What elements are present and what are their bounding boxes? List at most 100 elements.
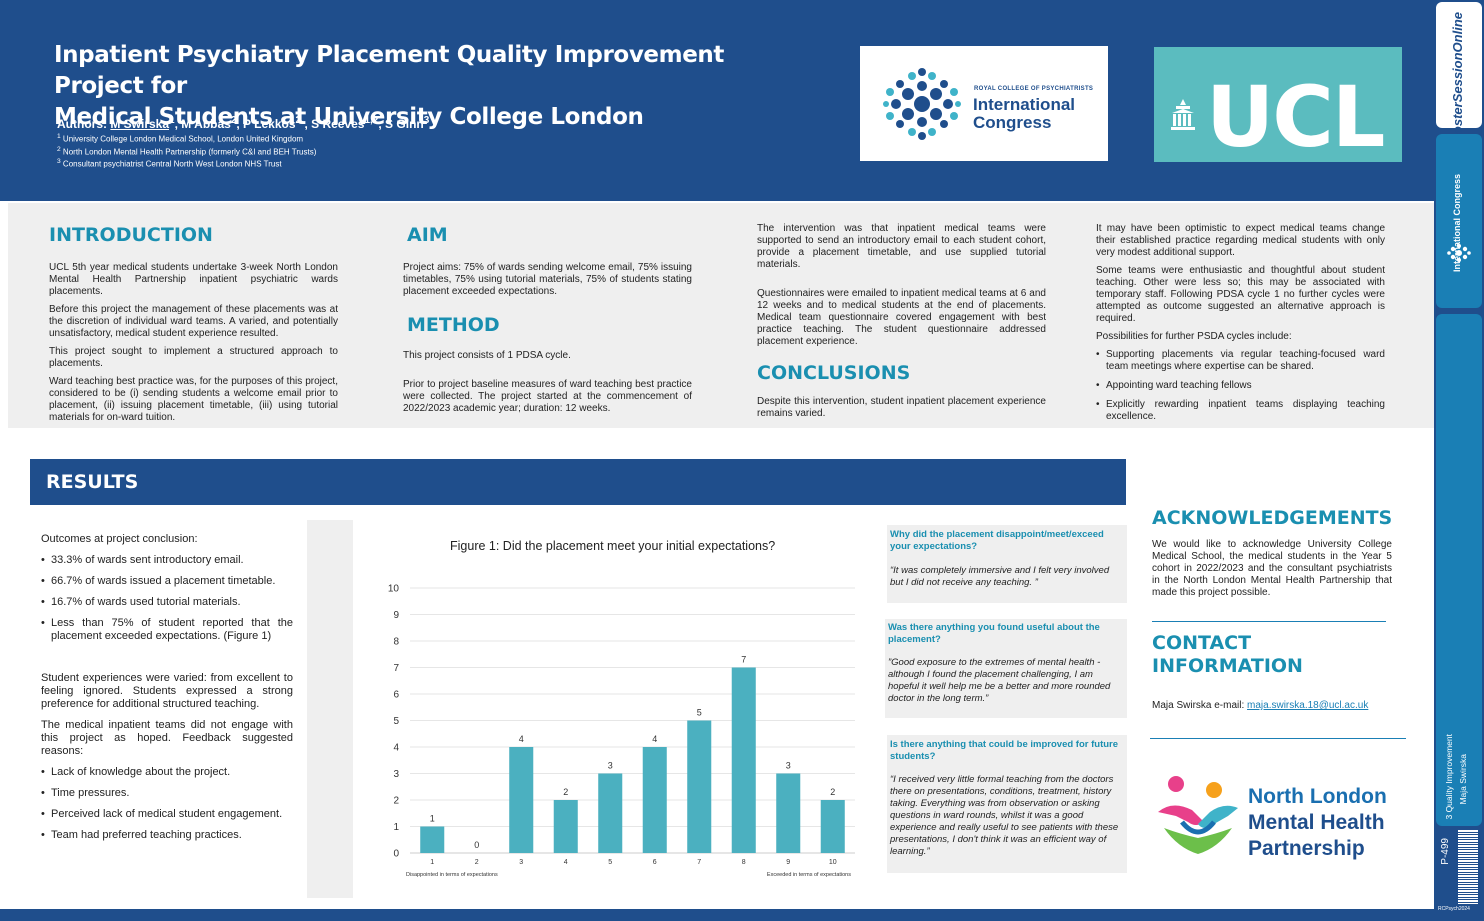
chart-bar: [820, 800, 845, 853]
list-item: 33.3% of wards sent introductory email.: [41, 554, 293, 567]
expectations-bar-chart: 012345678910110243243546577839210Disappo…: [388, 584, 855, 878]
side-code: RCPsych2024: [1438, 906, 1470, 912]
author-3: , P Lekkos: [236, 117, 296, 131]
authors-prefix: Authors:: [57, 117, 111, 131]
bar-value-label: 3: [786, 761, 791, 771]
x-tick-label: 6: [653, 859, 657, 866]
authors-line: Authors: M Swirska1, M Abbas2, P Lekkos2…: [57, 115, 429, 131]
discussion-body: It may have been optimistic to expect me…: [1096, 223, 1385, 430]
x-tick-label: 7: [697, 859, 701, 866]
quote-question: Is there anything that could be improved…: [890, 739, 1119, 762]
title-line-2: Medical Students at University College L…: [54, 104, 644, 130]
discussion-paragraph: Some teams were enthusiastic and thought…: [1096, 265, 1385, 324]
quote-box-3: Is there anything that could be improved…: [887, 735, 1127, 873]
acknowledgements-heading: ACKNOWLEDGEMENTS: [1152, 507, 1393, 529]
author-3-sup: 2: [295, 115, 302, 126]
y-tick-label: 6: [393, 690, 399, 701]
bar-value-label: 1: [430, 814, 435, 824]
quote-answer: “It was completely immersive and I felt …: [890, 565, 1110, 588]
poster-id: P-499: [1440, 838, 1451, 865]
rcpsych-congress-logo: ROYAL COLLEGE OF PSYCHIATRISTS Internati…: [860, 46, 1108, 161]
discussion-paragraph: Possibilities for further PSDA cycles in…: [1096, 331, 1292, 342]
bar-value-label: 4: [519, 734, 524, 744]
quote-box-1: Why did the placement disappoint/meet/ex…: [887, 525, 1127, 603]
results-heading: RESULTS: [46, 471, 139, 493]
contact-email-link[interactable]: maja.swirska.18@ucl.ac.uk: [1247, 700, 1369, 711]
author-1: M Swirska: [110, 117, 170, 131]
bar-value-label: 3: [608, 761, 613, 771]
intro-paragraph: Before this project the management of th…: [49, 304, 338, 339]
bar-value-label: 4: [652, 734, 657, 744]
poster-title: Inpatient Psychiatry Placement Quality I…: [54, 40, 814, 133]
x-tick-label: 5: [608, 859, 612, 866]
track-text: 3 Quality Improvement: [1444, 734, 1454, 820]
y-tick-label: 2: [393, 796, 399, 807]
rcp-line-1: International: [973, 95, 1076, 114]
x-tick-label: 2: [475, 859, 479, 866]
aim-body: Project aims: 75% of wards sending welco…: [403, 262, 692, 304]
divider: [1150, 738, 1406, 739]
y-tick-label: 1: [393, 822, 399, 833]
chart-bar: [553, 800, 578, 853]
quote-answer: ”Good exposure to the extremes of mental…: [888, 657, 1111, 704]
rcp-line-2: Congress: [973, 113, 1052, 132]
chart-bar: [598, 773, 623, 853]
list-item: Less than 75% of student reported that t…: [41, 617, 293, 643]
experience-paragraph: Student experiences were varied: from ex…: [41, 672, 293, 710]
author-5: , S Ginn: [378, 117, 424, 131]
x-right-label: Exceeded in terms of expectations: [767, 872, 851, 878]
affiliation-1-sup: 1: [57, 133, 61, 140]
affiliation-1-text: University College London Medical School…: [60, 134, 304, 144]
x-tick-label: 3: [519, 859, 523, 866]
method-paragraph: Prior to project baseline measures of wa…: [403, 379, 692, 414]
intro-paragraph: UCL 5th year medical students undertake …: [49, 262, 338, 297]
chart-side-strip: [307, 520, 353, 898]
ucl-wordmark: UCL: [1206, 68, 1385, 166]
intervention-paragraph: The intervention was that inpatient medi…: [757, 223, 1046, 270]
list-item: Perceived lack of medical student engage…: [41, 808, 293, 821]
list-item: Appointing ward teaching fellows: [1096, 380, 1385, 392]
contact-line: Maja Swirska e-mail: maja.swirska.18@ucl…: [1152, 700, 1368, 711]
chart-bar: [509, 747, 534, 853]
list-item: 66.7% of wards issued a placement timeta…: [41, 575, 293, 588]
y-tick-label: 5: [393, 716, 399, 727]
list-item: Team had preferred teaching practices.: [41, 829, 293, 842]
reasons-list: Lack of knowledge about the project. Tim…: [41, 766, 293, 842]
list-item: Explicitly rewarding inpatient teams dis…: [1096, 399, 1385, 423]
x-tick-label: 9: [786, 859, 790, 866]
x-tick-label: 8: [742, 859, 746, 866]
y-tick-label: 10: [388, 584, 400, 595]
quote-box-2: Was there anything you found useful abou…: [885, 619, 1127, 718]
affiliation-3-text: Consultant psychiatrist Central North We…: [60, 159, 282, 169]
side-panel: PosterSessionOnline International Congre…: [1434, 0, 1484, 921]
congress-dots-icon: [883, 68, 961, 140]
bar-value-label: 0: [474, 840, 479, 850]
track-badge: 3 Quality Improvement Maja Swirska: [1436, 314, 1482, 826]
affiliation-2: 2 North London Mental Health Partnership…: [57, 146, 316, 157]
x-tick-label: 4: [564, 859, 568, 866]
barcode-icon: [1458, 830, 1478, 904]
pso-badge: PosterSessionOnline: [1436, 2, 1482, 143]
quote-question: Was there anything you found useful abou…: [888, 622, 1100, 645]
hands-heart-icon: [1158, 776, 1238, 854]
questionnaire-paragraph: Questionnaires were emailed to inpatient…: [757, 288, 1046, 347]
congress-badge: International Congress: [1436, 134, 1482, 308]
method-continued: The intervention was that inpatient medi…: [757, 223, 1046, 354]
acknowledgements-text: We would like to acknowledge University …: [1152, 539, 1392, 598]
conclusions-text: Despite this intervention, student inpat…: [757, 396, 1046, 419]
y-tick-label: 8: [393, 637, 399, 648]
author-1-sup: 1: [169, 115, 175, 126]
nlmh-line-2: Mental Health: [1248, 811, 1385, 834]
chart-bar: [731, 667, 756, 853]
conclusions-body: Despite this intervention, student inpat…: [757, 396, 1046, 426]
intro-paragraph: This project sought to implement a struc…: [49, 346, 338, 369]
conclusions-heading: CONCLUSIONS: [757, 362, 911, 384]
aim-text: Project aims: 75% of wards sending welco…: [403, 262, 692, 297]
discussion-paragraph: It may have been optimistic to expect me…: [1096, 223, 1385, 258]
nlmh-wordmark: North London Mental Health Partnership: [1248, 784, 1387, 862]
congress-side-dots-icon: [1447, 244, 1471, 262]
ucl-logo: UCL: [1154, 47, 1402, 166]
rcp-big-text: International Congress: [973, 96, 1075, 132]
engagement-paragraph: The medical inpatient teams did not enga…: [41, 719, 293, 757]
x-tick-label: 1: [430, 859, 434, 866]
